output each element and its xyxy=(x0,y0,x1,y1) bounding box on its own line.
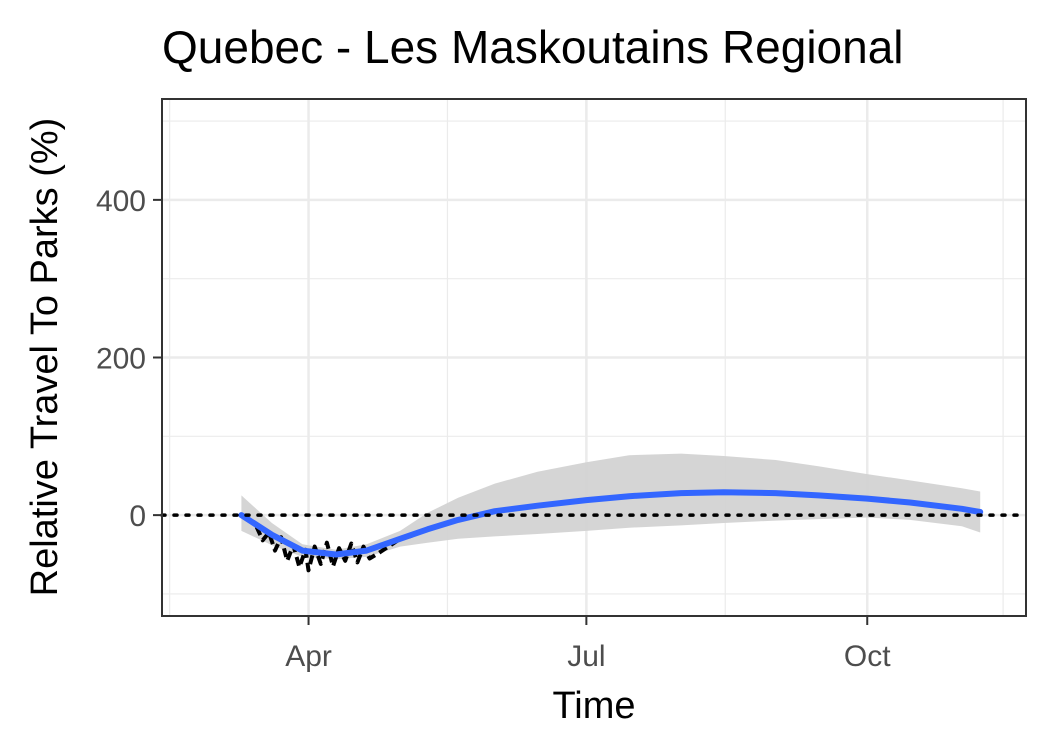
smooth-line-layer xyxy=(238,489,984,558)
chart-title: Quebec - Les Maskoutains Regional xyxy=(162,21,904,73)
x-tick-label: Jul xyxy=(567,640,605,673)
y-axis: 0 200 400 xyxy=(96,185,162,533)
x-tick-label: Oct xyxy=(844,640,891,673)
y-tick-label: 0 xyxy=(129,500,146,533)
y-tick-label: 200 xyxy=(96,343,146,376)
x-axis: Apr Jul Oct xyxy=(285,616,891,673)
smooth-trend-line xyxy=(238,489,984,558)
y-axis-title: Relative Travel To Parks (%) xyxy=(24,118,66,597)
x-tick-label: Apr xyxy=(285,640,332,673)
x-axis-title: Time xyxy=(552,685,635,727)
y-tick-label: 400 xyxy=(96,185,146,218)
